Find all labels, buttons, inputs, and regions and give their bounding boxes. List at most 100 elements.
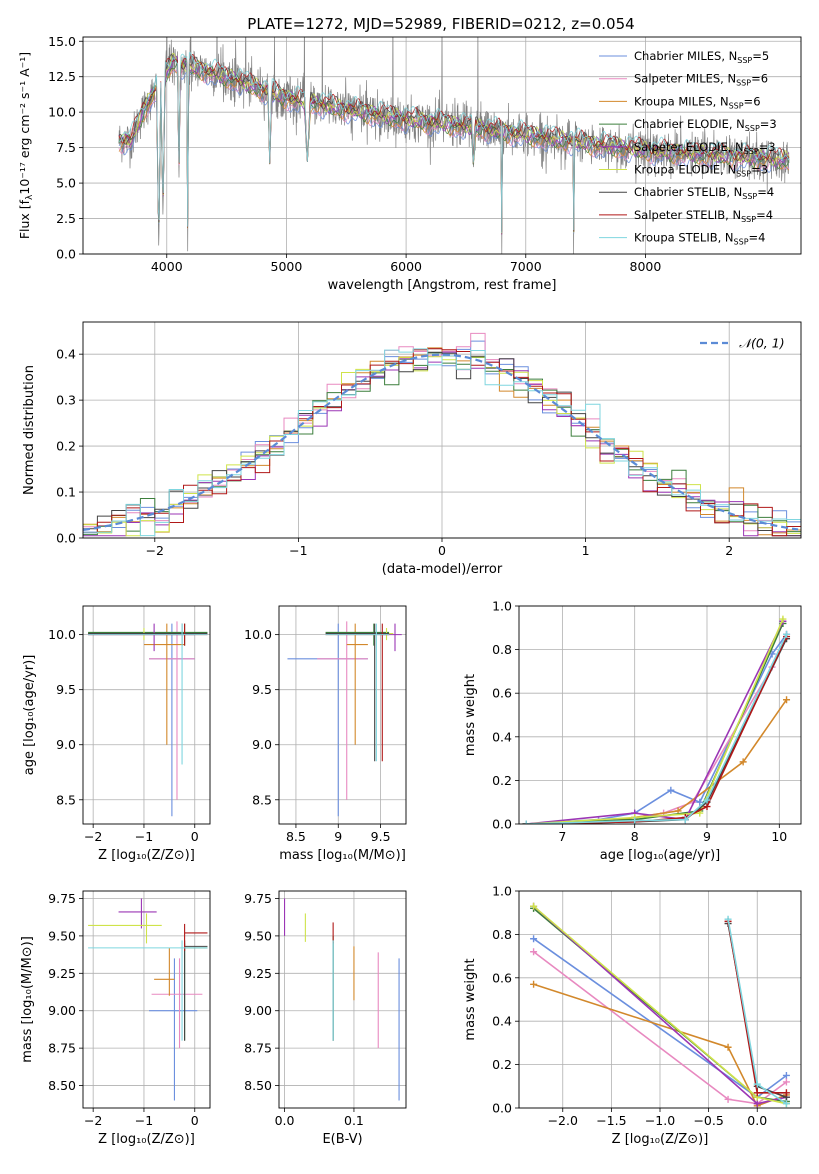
- data-point: [724, 1095, 732, 1103]
- axes-frame: [278, 605, 407, 825]
- y-tick-label: 0.6: [492, 686, 512, 701]
- x-tick-label: −1: [135, 1113, 153, 1128]
- data-point: [782, 1078, 790, 1086]
- axes-frame: [82, 890, 211, 1109]
- legend-item-salpeter-miles: Salpeter MILES, NSSP=6: [599, 72, 768, 88]
- grid: [83, 891, 210, 1108]
- data-point: [631, 817, 639, 824]
- data-point: [681, 816, 689, 824]
- point-kroupa-stelib: [88, 623, 208, 765]
- y-tick-label: 9.5: [252, 682, 272, 697]
- normal-reference-curve: [83, 353, 799, 531]
- point-salpeter-elodie: [118, 898, 157, 929]
- ticks: −2.0 −1.5 −1.0 −0.5 0.0 0.0 0.2 0.4 0.6 0.8 1.0: [492, 884, 767, 1129]
- y-tick-label: 1.0: [492, 884, 512, 899]
- x-tick-label: 2: [725, 543, 733, 558]
- y-tick-label: 12.5: [48, 69, 76, 84]
- histogram-kroupa-stelib: [83, 348, 801, 537]
- series-line: [526, 618, 784, 824]
- x-tick-label: −1.0: [645, 1113, 675, 1128]
- y-tick-label: 0.1: [56, 485, 76, 500]
- data-point: [782, 1100, 790, 1108]
- x-tick-label: 7000: [510, 259, 542, 274]
- panel-age-vs-mass: 8.5 9 9.5 8.5 9.0 9.5 10.0 mass [log₁₀(M/M⊙)]: [244, 605, 407, 863]
- panel-massweight-vs-Z: −2.0 −1.5 −1.0 −0.5 0.0 0.0 0.2 0.4 0.6 0.8 1.0 Z […: [463, 884, 802, 1147]
- x-axis-label: Z [log₁₀(Z/Z⊙)]: [612, 1132, 709, 1147]
- y-tick-label: 0.3: [56, 393, 76, 408]
- data-point: [530, 935, 538, 943]
- x-axis-label: Z [log₁₀(Z/Z⊙)]: [98, 1132, 195, 1147]
- y-axis-label: Flux [fλ10⁻¹⁷ erg cm⁻² s⁻¹ A⁻¹]: [17, 52, 35, 239]
- point-kroupa-elodie: [88, 913, 162, 944]
- ticks: 4000 5000 6000 7000 8000 0.0 2.5 5.0 7.5 10.0 12.5…: [48, 34, 661, 274]
- axes-frame: [82, 605, 211, 825]
- y-tick-label: 0.0: [56, 531, 76, 546]
- legend-label: Chabrier STELIB, NSSP=4: [634, 185, 774, 201]
- y-tick-label: 8.50: [48, 1078, 76, 1093]
- panel-spectrum: 4000 5000 6000 7000 8000 0.0 2.5 5.0 7.5 10.0 12.5…: [17, 34, 802, 293]
- x-tick-label: 0: [191, 1113, 199, 1128]
- x-axis-label: mass [log₁₀(M/M⊙)]: [279, 848, 406, 863]
- plot-area: [83, 332, 801, 537]
- y-tick-label: 2.5: [56, 211, 76, 226]
- legend-label: Salpeter ELODIE, NSSP=3: [634, 140, 776, 156]
- data-point: [739, 758, 747, 766]
- axes-frame: [278, 890, 407, 1109]
- model-chabrier-miles: [118, 65, 790, 234]
- y-axis-label: mass weight: [463, 958, 478, 1040]
- ticks: 7 8 9 10 0.0 0.2 0.4 0.6 0.8 1.0: [492, 599, 787, 845]
- data-point: [782, 1089, 790, 1097]
- plot-area: [88, 621, 208, 817]
- y-tick-label: 10.0: [48, 105, 76, 120]
- legend-item-chabrier-miles: Chabrier MILES, NSSP=5: [599, 49, 769, 65]
- y-tick-label: 0.4: [492, 1014, 512, 1029]
- data-point: [530, 980, 538, 988]
- y-axis-label: mass weight: [463, 674, 478, 756]
- data-point: [779, 615, 787, 623]
- x-tick-label: 8.5: [286, 829, 306, 844]
- y-tick-label: 1.0: [492, 599, 512, 614]
- plot-area: [287, 621, 402, 817]
- data-point: [724, 915, 732, 923]
- y-tick-label: 0.0: [492, 817, 512, 832]
- plot-area: [118, 37, 790, 254]
- x-tick-label: 6000: [390, 259, 422, 274]
- x-tick-label: 10: [771, 829, 787, 844]
- y-tick-label: 9.75: [48, 891, 76, 906]
- axes-frame: [518, 890, 802, 1109]
- y-tick-label: 0.2: [492, 1057, 512, 1072]
- y-tick-label: 0.0: [56, 247, 76, 262]
- y-tick-label: 9.0: [56, 737, 76, 752]
- y-axis-label: Normed distribution: [22, 365, 37, 495]
- y-axis-label: age [log₁₀(age/yr)]: [22, 655, 37, 776]
- legend-label: Kroupa ELODIE, NSSP=3: [634, 163, 768, 179]
- y-tick-label: 8.50: [244, 1078, 272, 1093]
- series-kroupa-stelib: [522, 630, 791, 824]
- legend-label: Chabrier ELODIE, NSSP=3: [634, 117, 777, 133]
- panel-massweight-vs-age: 7 8 9 10 0.0 0.2 0.4 0.6 0.8 1.0 age [log₁₀(age/yr…: [463, 599, 802, 863]
- legend-label: Kroupa STELIB, NSSP=4: [634, 231, 766, 247]
- y-tick-label: 8.75: [48, 1041, 76, 1056]
- x-tick-label: 0: [438, 543, 446, 558]
- model-salpeter-stelib: [118, 53, 790, 233]
- y-tick-label: 10.0: [48, 627, 76, 642]
- panel-mass-vs-Z: −2 −1 0 8.50 8.75 9.00 9.25 9.50 9.75 Z [log₁₀(Z/…: [20, 890, 211, 1147]
- legend-label: Chabrier MILES, NSSP=5: [634, 49, 769, 65]
- legend-label: Kroupa MILES, NSSP=6: [634, 94, 761, 110]
- y-tick-label: 0.8: [492, 927, 512, 942]
- histogram-chabrier-stelib: [83, 351, 801, 537]
- panel-age-vs-Z: −2 −1 0 8.5 9.0 9.5 10.0 Z [log₁₀(Z/Z⊙)] age [lo…: [22, 605, 211, 863]
- point-salpeter-miles: [151, 958, 203, 1049]
- plot-area: [284, 898, 400, 1101]
- y-tick-label: 0.6: [492, 970, 512, 985]
- figure-title: PLATE=1272, MJD=52989, FIBERID=0212, z=0…: [247, 15, 634, 33]
- ticks: −2 −1 0 1 2 0.0 0.1 0.2 0.3 0.4: [56, 347, 733, 558]
- x-tick-label: 9: [334, 829, 342, 844]
- data-point: [667, 786, 675, 794]
- data-point: [696, 798, 704, 806]
- plot-area: [88, 898, 208, 1101]
- x-axis-label: age [log₁₀(age/yr)]: [600, 848, 721, 863]
- legend: Chabrier MILES, NSSP=5 Salpeter MILES, NS…: [599, 49, 777, 247]
- x-tick-label: 4000: [151, 259, 183, 274]
